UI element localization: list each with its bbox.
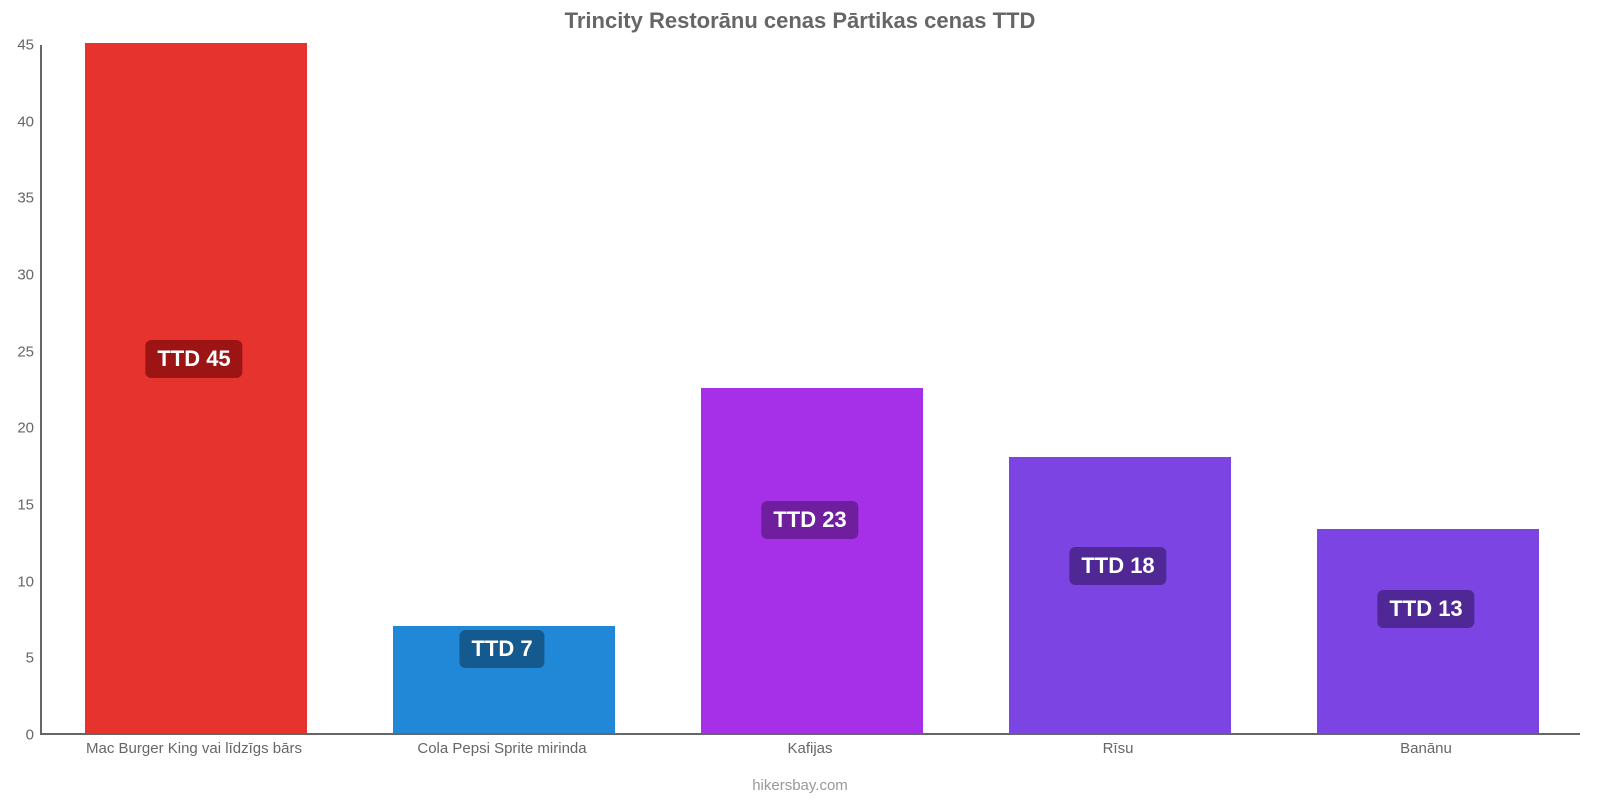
x-tick-label: Kafijas [787,740,832,757]
x-tick-label: Cola Pepsi Sprite mirinda [417,740,586,757]
value-badge: TTD 13 [1377,590,1474,628]
plot-area [40,45,1580,735]
x-tick-label: Mac Burger King vai līdzīgs bārs [86,740,302,757]
y-tick-label: 30 [0,267,34,284]
y-tick-label: 10 [0,573,34,590]
value-badge: TTD 23 [761,501,858,539]
y-tick-label: 25 [0,343,34,360]
bar [1009,457,1231,733]
bar [1317,529,1539,733]
y-tick-label: 0 [0,727,34,744]
value-badge: TTD 18 [1069,547,1166,585]
x-tick-label: Banānu [1400,740,1452,757]
y-tick-label: 35 [0,190,34,207]
value-badge: TTD 45 [145,340,242,378]
bar [85,43,307,733]
chart-footer: hikersbay.com [0,777,1600,794]
y-tick-label: 15 [0,497,34,514]
chart-container: Trincity Restorānu cenas Pārtikas cenas … [0,0,1600,800]
y-tick-label: 45 [0,37,34,54]
y-tick-label: 20 [0,420,34,437]
x-tick-label: Rīsu [1103,740,1134,757]
value-badge: TTD 7 [459,630,544,668]
bar [701,388,923,733]
y-tick-label: 5 [0,650,34,667]
chart-title: Trincity Restorānu cenas Pārtikas cenas … [0,8,1600,34]
y-tick-label: 40 [0,113,34,130]
